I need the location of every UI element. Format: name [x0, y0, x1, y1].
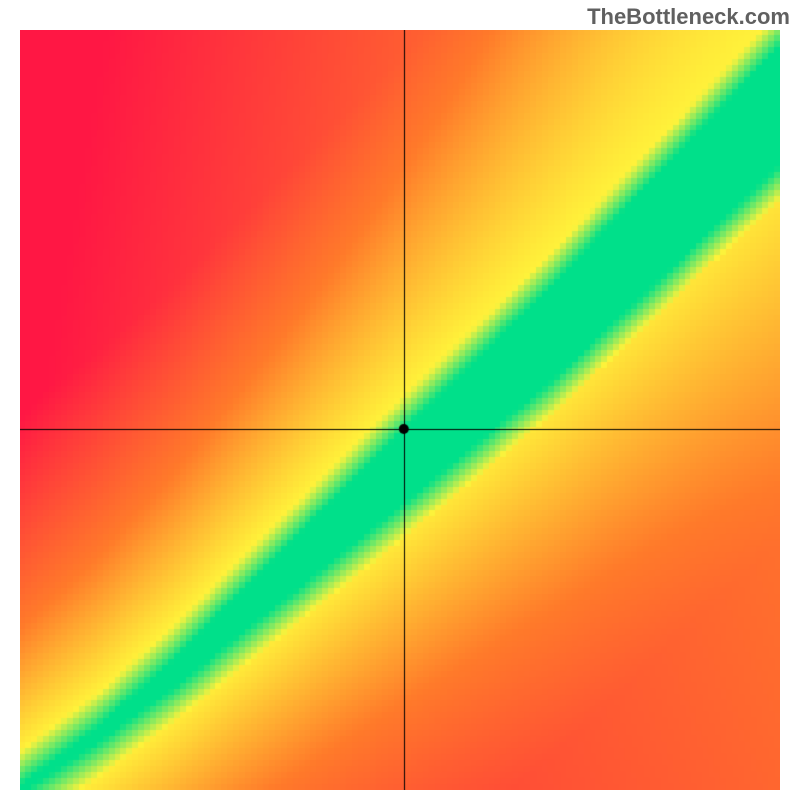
watermark-text: TheBottleneck.com	[587, 4, 790, 30]
chart-container: TheBottleneck.com	[0, 0, 800, 800]
bottleneck-heatmap	[20, 30, 780, 790]
